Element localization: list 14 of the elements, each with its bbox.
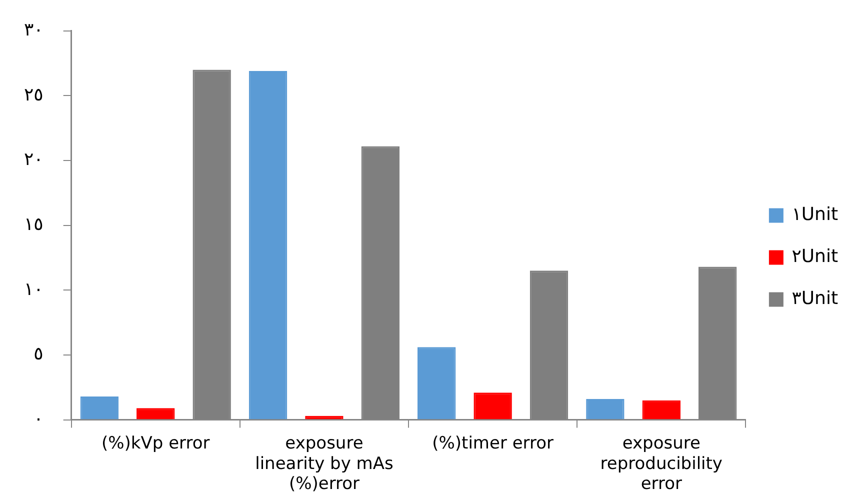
x-tick-label: (%)timer error — [432, 433, 554, 454]
x-tick-label: exposure reproducibility error — [600, 433, 723, 494]
y-tick-label: ٣٠ — [24, 19, 44, 40]
x-tick-label: exposure linearity by mAs (%)error — [255, 433, 394, 494]
legend-label: ١Unit — [792, 204, 838, 226]
y-tick-label: ٢٥ — [24, 84, 44, 106]
y-tick-label: ٢٠ — [24, 149, 44, 170]
legend-label: ٣Unit — [792, 288, 838, 310]
y-tick-label: ٥ — [34, 344, 44, 365]
y-tick-label: ١٠ — [24, 278, 44, 300]
y-tick-label: ٠ — [34, 408, 44, 430]
x-tick-label: (%)kVp error — [102, 433, 210, 454]
y-tick-label: ١٥ — [24, 214, 44, 235]
legend-label: ٢Unit — [792, 246, 838, 268]
